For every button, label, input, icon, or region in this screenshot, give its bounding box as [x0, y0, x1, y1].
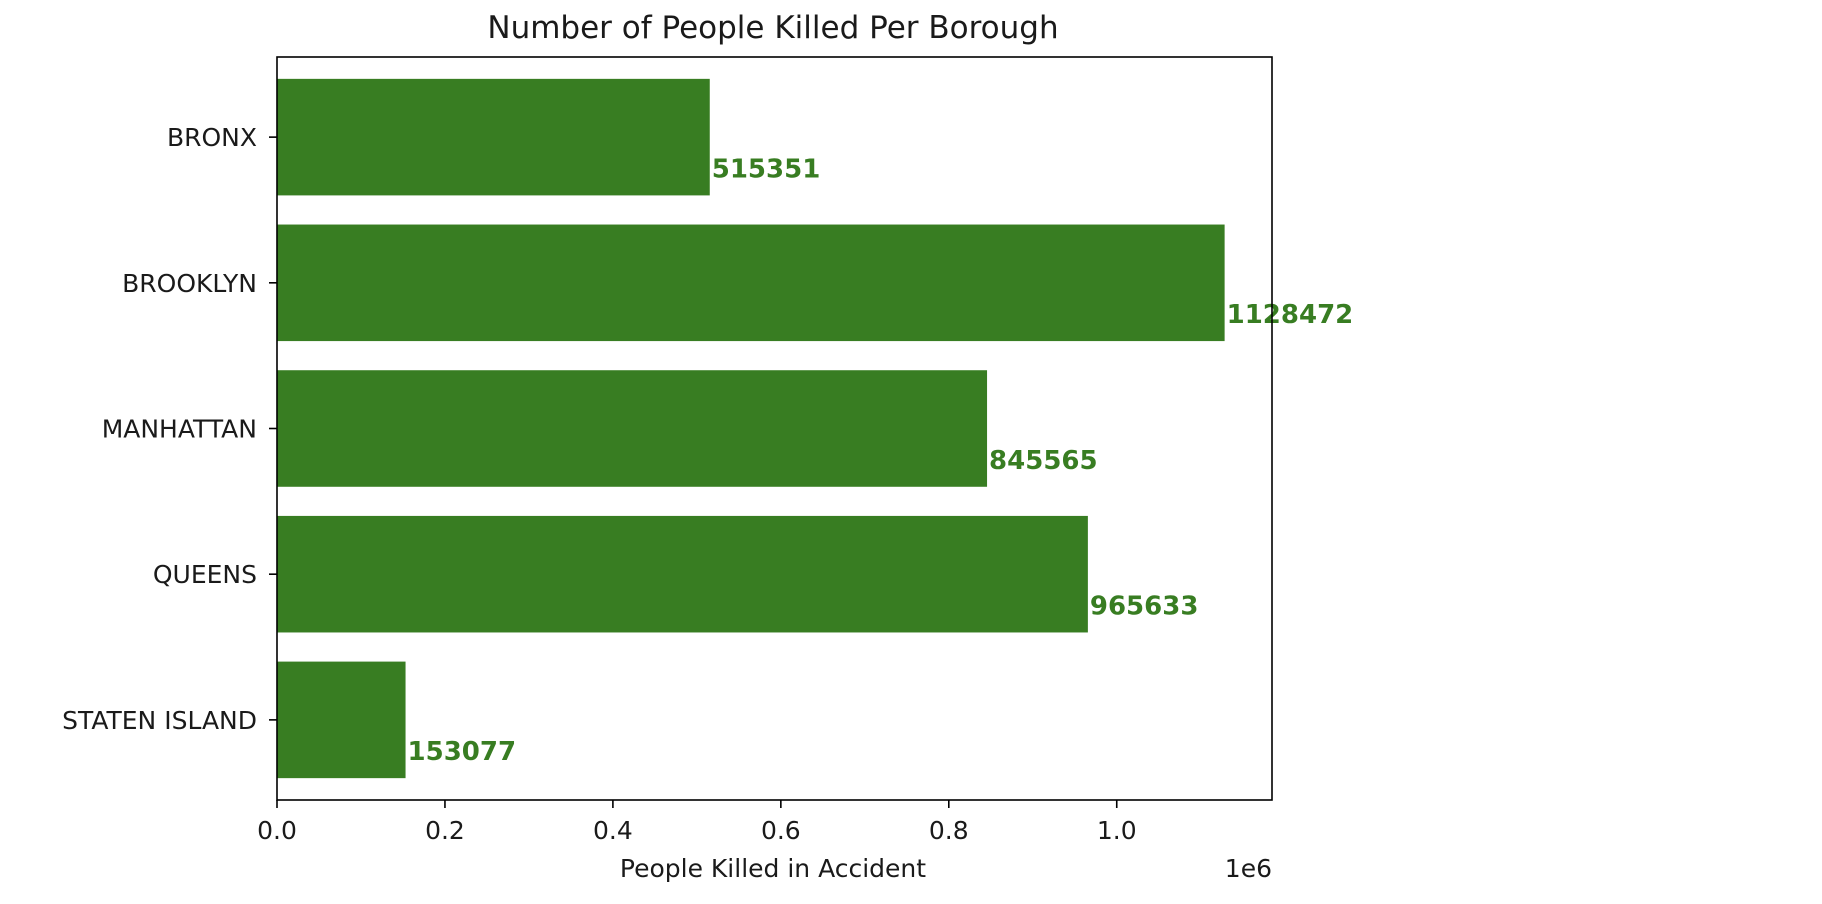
- bar-queens: [277, 515, 1088, 633]
- bars-layer: [277, 78, 1225, 779]
- x-tick-label-4: 0.8: [929, 816, 969, 845]
- y-tick-label-manhattan: MANHATTAN: [102, 415, 257, 444]
- y-tick-label-queens: QUEENS: [153, 560, 257, 589]
- x-tick-label-2: 0.4: [593, 816, 633, 845]
- y-tick-label-brooklyn: BROOKLYN: [122, 269, 257, 298]
- data-label-bronx: 515351: [712, 154, 821, 184]
- bar-bronx: [277, 78, 710, 196]
- bar-manhattan: [277, 370, 988, 487]
- x-tick-label-5: 1.0: [1097, 816, 1137, 845]
- y-tick-label-staten-island: STATEN ISLAND: [62, 706, 257, 735]
- x-tick-label-3: 0.6: [761, 816, 801, 845]
- y-axis: BRONX BROOKLYN MANHATTAN QUEENS STATEN ISLAN…: [62, 123, 277, 735]
- x-axis-label: People Killed in Accident: [620, 854, 926, 883]
- x-offset-text: 1e6: [1225, 854, 1272, 883]
- data-label-queens: 965633: [1090, 591, 1199, 621]
- data-label-brooklyn: 1128472: [1227, 300, 1354, 330]
- x-tick-label-1: 0.2: [425, 816, 465, 845]
- data-label-manhattan: 845565: [989, 446, 1098, 476]
- bar-staten-island: [277, 661, 406, 779]
- chart-title: Number of People Killed Per Borough: [487, 10, 1058, 46]
- x-axis: 0.0 0.2 0.4 0.6 0.8 1.0: [257, 800, 1137, 845]
- x-tick-label-0: 0.0: [257, 816, 297, 845]
- bar-brooklyn: [277, 224, 1225, 342]
- data-label-staten-island: 153077: [408, 737, 517, 767]
- data-labels-layer: 515351 1128472 845565 965633 153077: [408, 154, 1354, 767]
- y-tick-label-bronx: BRONX: [167, 123, 257, 152]
- plot-frame: [276, 56, 1273, 801]
